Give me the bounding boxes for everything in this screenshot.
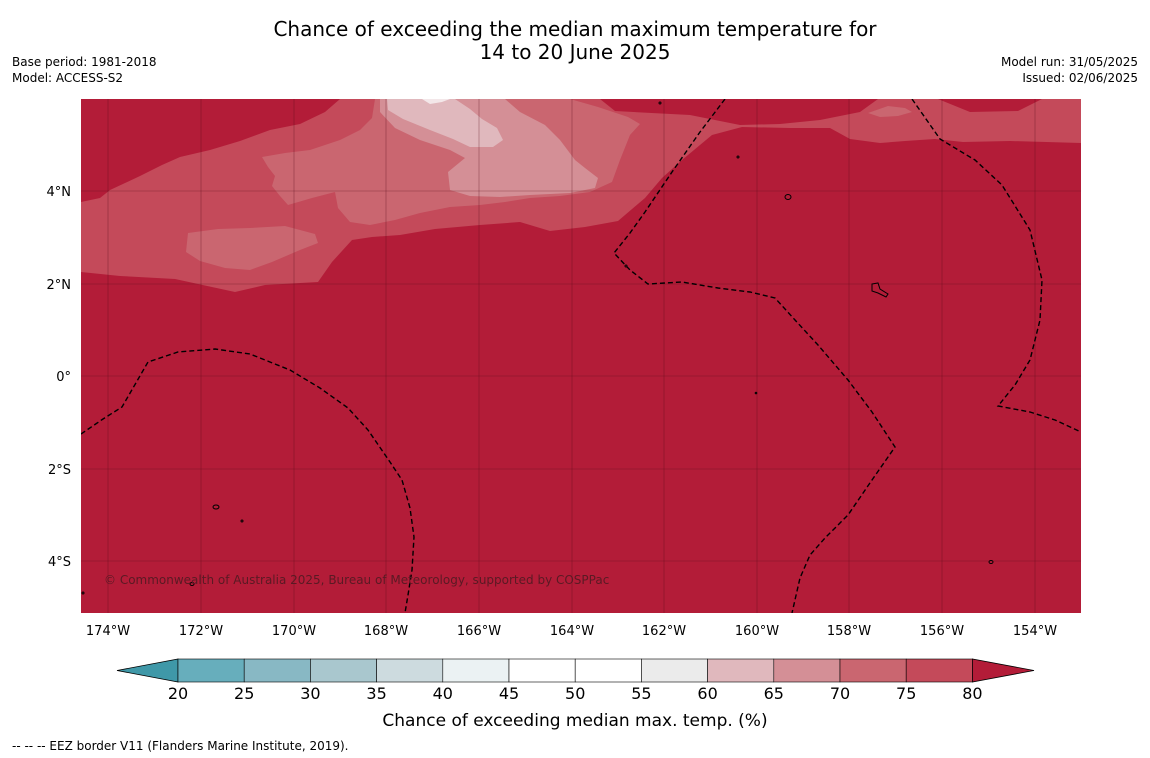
field-70-east xyxy=(868,106,912,117)
eez-footnote: -- -- -- EEZ border V11 (Flanders Marine… xyxy=(12,739,349,753)
colorbar-bin xyxy=(839,658,907,683)
eez-borders xyxy=(81,99,1081,613)
copyright-notice: © Commonwealth of Australia 2025, Bureau… xyxy=(104,573,609,587)
colorbar-bin xyxy=(905,658,973,683)
colorbar-tick-label: 35 xyxy=(366,684,386,703)
title-line-1: Chance of exceeding the median maximum t… xyxy=(273,17,877,41)
eez-border-west xyxy=(81,348,415,613)
island xyxy=(988,560,994,564)
eez-border-central xyxy=(613,99,896,613)
field-75-spot xyxy=(81,205,100,224)
island xyxy=(212,504,220,510)
x-tick-label: 172°W xyxy=(179,624,223,639)
island xyxy=(189,582,195,586)
colorbar-bin xyxy=(177,658,245,683)
x-tick-label: 166°W xyxy=(457,624,501,639)
colorbar-bin xyxy=(310,658,377,683)
colorbar-tick-label: 45 xyxy=(499,684,519,703)
colorbar-tick-label: 40 xyxy=(433,684,453,703)
y-tick-label: 2°S xyxy=(48,463,71,478)
island xyxy=(736,155,740,159)
x-tick-label: 162°W xyxy=(642,624,686,639)
field-60 xyxy=(387,99,503,147)
colorbar-tick-label: 55 xyxy=(631,684,651,703)
field-70 xyxy=(186,226,318,270)
x-tick-label: 156°W xyxy=(920,624,964,639)
colorbar-bin xyxy=(574,658,642,683)
model-run: Model run: 31/05/2025 xyxy=(1000,55,1138,69)
x-tick-label: 154°W xyxy=(1013,624,1057,639)
colorbar-bin xyxy=(707,658,775,683)
island xyxy=(754,391,758,395)
colorbar-tick-label: 20 xyxy=(168,684,188,703)
colorbar-bin xyxy=(773,658,841,683)
colorbar-high-arrow xyxy=(972,658,1035,683)
colorbar-tick-label: 75 xyxy=(896,684,916,703)
y-tick-label: 0° xyxy=(56,370,71,385)
island xyxy=(871,282,889,298)
y-tick-label: 4°S xyxy=(48,555,71,570)
meta-left: Base period: 1981-2018 Model: ACCESS-S2 xyxy=(12,54,157,86)
colorbar-tick-label: 65 xyxy=(764,684,784,703)
island xyxy=(658,101,662,105)
colorbar-tick-label: 60 xyxy=(697,684,717,703)
eez-border-east xyxy=(911,99,1081,433)
x-tick-label: 158°W xyxy=(827,624,871,639)
islands xyxy=(81,101,994,595)
colorbar-tick-label: 80 xyxy=(962,684,982,703)
island xyxy=(81,591,85,595)
field-60-spot xyxy=(463,129,472,135)
map-title: Chance of exceeding the median maximum t… xyxy=(0,18,1150,64)
island xyxy=(240,519,244,523)
x-tick-label: 170°W xyxy=(272,624,316,639)
y-axis-labels: 4°N 2°N 0° 2°S 4°S xyxy=(47,185,72,570)
x-tick-label: 160°W xyxy=(735,624,779,639)
y-tick-label: 2°N xyxy=(47,278,72,293)
colorbar: 20 25 30 35 40 45 50 55 60 65 70 75 80 C… xyxy=(116,658,1035,731)
title-line-2: 14 to 20 June 2025 xyxy=(479,40,671,64)
colorbar-tick-label: 50 xyxy=(565,684,585,703)
field-55 xyxy=(422,99,450,104)
x-tick-label: 174°W xyxy=(86,624,130,639)
island xyxy=(624,264,628,268)
colorbar-low-arrow xyxy=(116,658,179,683)
colorbar-bin xyxy=(376,658,444,683)
colorbar-tick-label: 25 xyxy=(234,684,254,703)
meta-right: Model run: 31/05/2025 Issued: 02/06/2025 xyxy=(1001,54,1138,86)
colorbar-bin xyxy=(442,658,510,683)
colorbar-tick-labels: 20 25 30 35 40 45 50 55 60 65 70 75 80 xyxy=(168,684,983,703)
colorbar-label: Chance of exceeding median max. temp. (%… xyxy=(382,711,767,731)
issued-date: Issued: 02/06/2025 xyxy=(1022,71,1138,85)
x-tick-label: 168°W xyxy=(364,624,408,639)
island xyxy=(784,194,792,200)
map-area: © Commonwealth of Australia 2025, Bureau… xyxy=(81,99,1081,613)
model-name: Model: ACCESS-S2 xyxy=(12,71,124,85)
colorbar-tick-label: 30 xyxy=(300,684,320,703)
x-tick-label: 164°W xyxy=(550,624,594,639)
colorbar-bin xyxy=(243,658,311,683)
base-period: Base period: 1981-2018 xyxy=(12,55,157,69)
y-tick-label: 4°N xyxy=(47,185,72,200)
colorbar-tick-label: 70 xyxy=(830,684,850,703)
colorbar-bin xyxy=(508,658,576,683)
colorbar-bin xyxy=(641,658,708,683)
x-axis-labels: 174°W 172°W 170°W 168°W 166°W 164°W 162°… xyxy=(86,624,1057,639)
